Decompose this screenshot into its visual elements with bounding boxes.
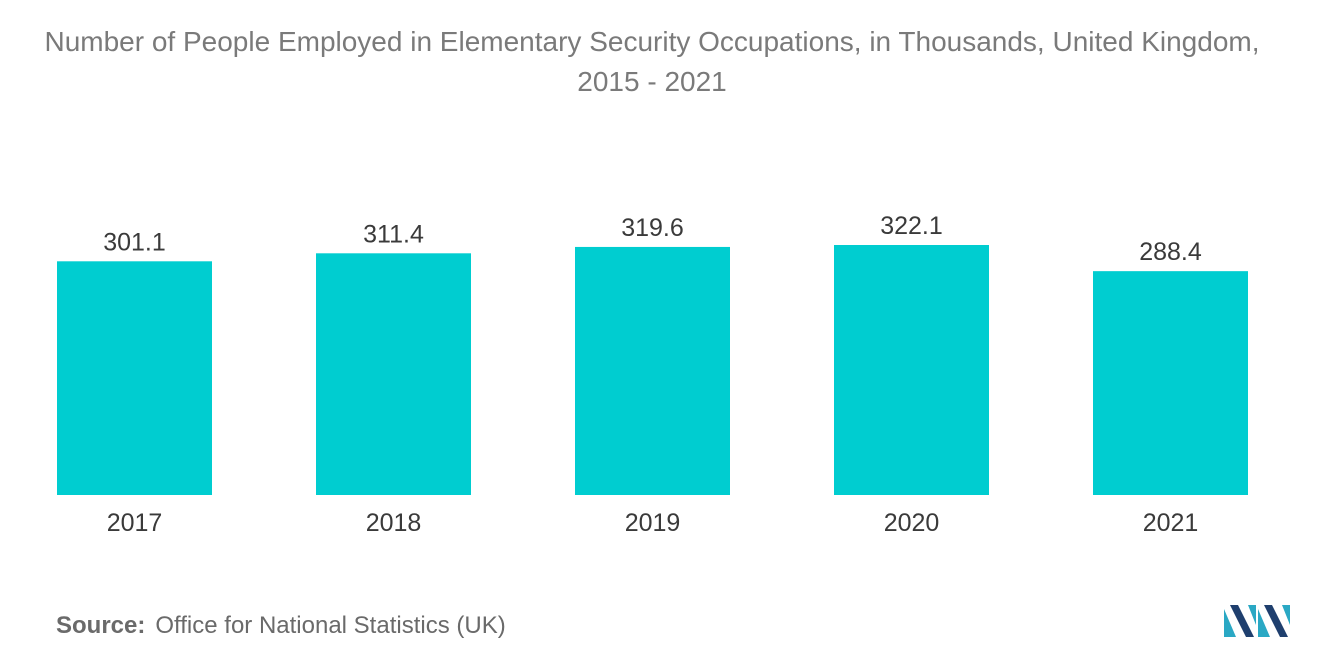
x-tick-label-2021: 2021 [1143,509,1199,537]
x-tick-label-2020: 2020 [884,509,940,537]
bar-chart: 301.1 2017 311.4 2018 319.6 2019 322.1 2020 288.… [57,212,1248,537]
bar-2019 [575,246,730,495]
bar-2018 [316,253,471,495]
data-label-2018: 311.4 [363,220,424,248]
bar-2021 [1093,271,1248,495]
data-label-2017: 301.1 [103,228,166,256]
x-tick-label-2017: 2017 [107,509,163,537]
x-tick-label-2018: 2018 [366,509,422,537]
source-label: Source: [56,612,146,639]
data-label-2020: 322.1 [880,212,943,240]
source-note: Source: Office for National Statistics (U… [56,612,506,640]
chart-title: Number of People Employed in Elementary … [44,26,1260,97]
mordor-intelligence-logo-icon [1224,605,1290,637]
data-label-2019: 319.6 [621,214,684,242]
source-text: Office for National Statistics (UK) [155,612,506,639]
x-tick-label-2019: 2019 [625,509,681,537]
bar-2017 [57,261,212,495]
bar-2020 [834,245,989,495]
data-label-2021: 288.4 [1139,238,1202,266]
